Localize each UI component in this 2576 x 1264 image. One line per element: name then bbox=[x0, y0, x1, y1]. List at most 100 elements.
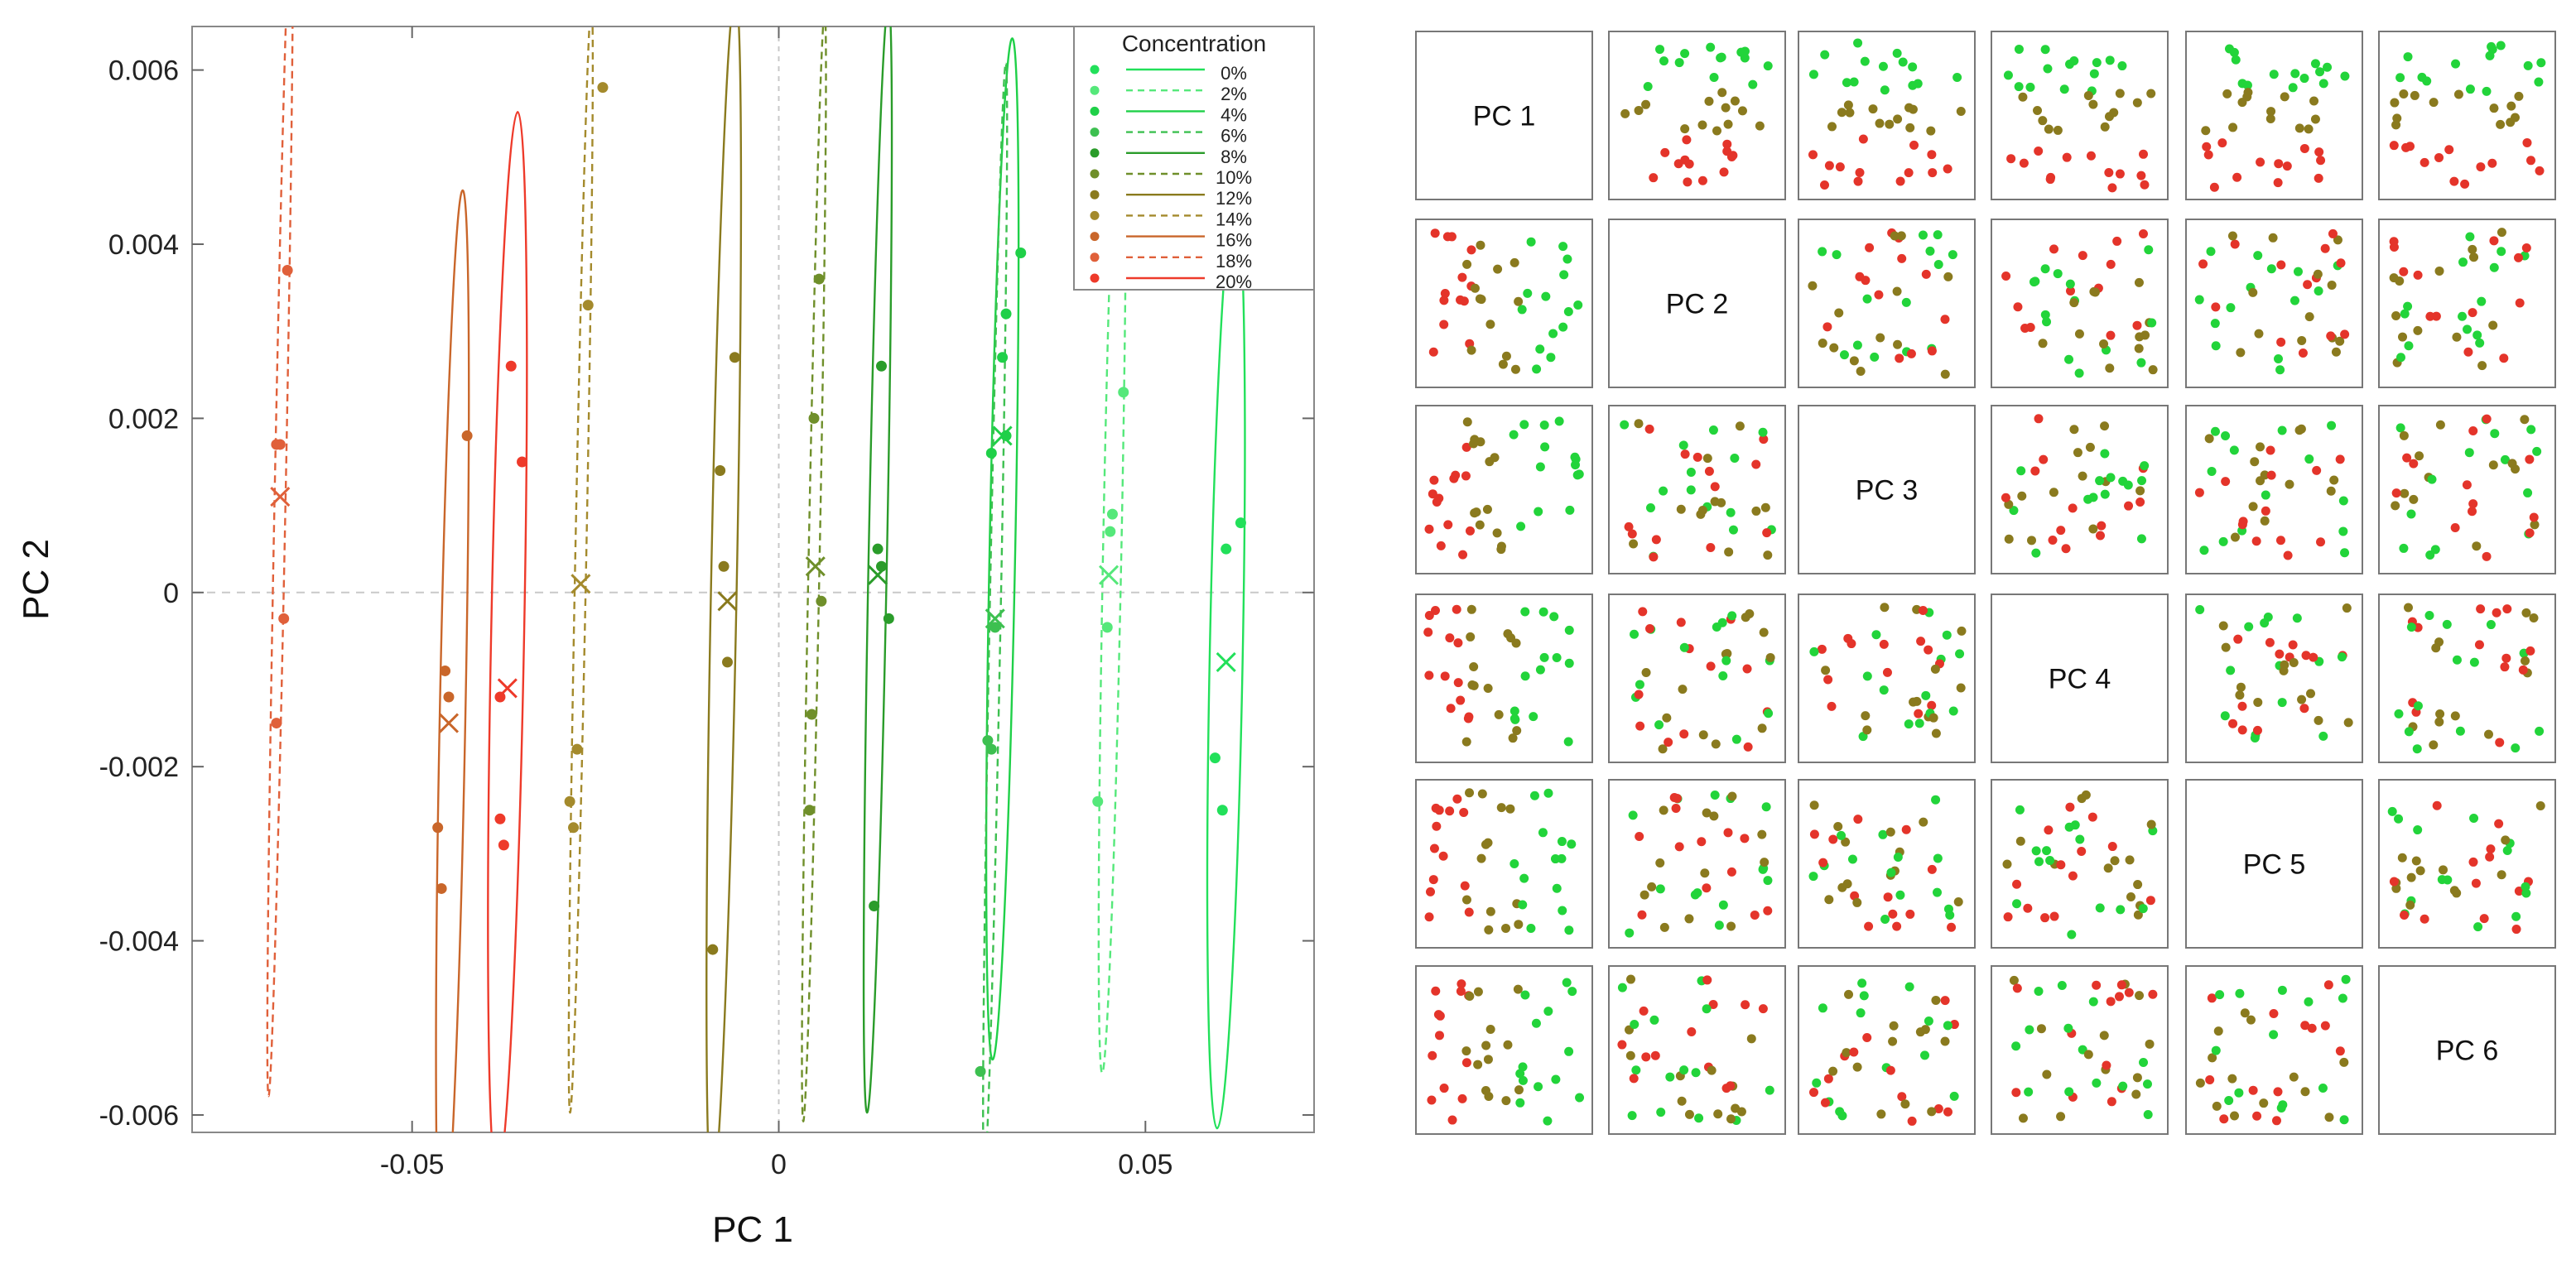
matrix-point bbox=[2328, 228, 2338, 238]
centroid-2pct bbox=[1098, 565, 1119, 585]
matrix-point bbox=[1896, 231, 1906, 241]
matrix-cell-r6-c1 bbox=[1415, 965, 1593, 1135]
matrix-point bbox=[1844, 989, 1854, 999]
matrix-point bbox=[1564, 658, 1574, 668]
matrix-point bbox=[1834, 308, 1844, 318]
matrix-point bbox=[2234, 1088, 2244, 1098]
matrix-point bbox=[1856, 1008, 1866, 1018]
matrix-point bbox=[2195, 604, 2205, 614]
matrix-point bbox=[1895, 176, 1905, 186]
matrix-point bbox=[2030, 466, 2040, 476]
matrix-point bbox=[1686, 467, 1696, 477]
matrix-point bbox=[1704, 96, 1714, 106]
matrix-point bbox=[1660, 147, 1670, 157]
matrix-point bbox=[1526, 237, 1536, 247]
y-tick-label: -0.006 bbox=[99, 1100, 179, 1132]
matrix-point bbox=[1889, 1021, 1899, 1031]
matrix-point bbox=[2410, 90, 2420, 100]
matrix-cell-r4-c6 bbox=[2378, 594, 2556, 763]
matrix-point bbox=[1832, 250, 1842, 260]
matrix-point bbox=[2477, 361, 2487, 371]
matrix-point bbox=[2146, 89, 2156, 99]
matrix-point bbox=[2327, 421, 2337, 430]
matrix-point bbox=[1428, 875, 1438, 885]
point-2pct bbox=[1105, 526, 1116, 537]
matrix-point bbox=[2525, 528, 2535, 538]
matrix-point bbox=[2240, 1008, 2250, 1018]
matrix-point bbox=[2044, 124, 2054, 134]
matrix-point bbox=[1827, 701, 1837, 711]
matrix-point bbox=[2053, 269, 2063, 279]
matrix-point bbox=[2399, 89, 2409, 99]
matrix-point bbox=[1538, 607, 1548, 617]
matrix-point bbox=[1707, 1065, 1717, 1075]
matrix-point bbox=[2034, 986, 2044, 996]
matrix-point bbox=[1943, 1021, 1952, 1031]
point-14pct bbox=[571, 743, 583, 755]
matrix-point bbox=[1758, 1004, 1768, 1014]
matrix-point bbox=[2280, 660, 2290, 670]
matrix-point bbox=[2118, 476, 2128, 486]
legend-items: 0%2%4%6%8%10%12%14%16%18%20% bbox=[1090, 63, 1252, 292]
matrix-point bbox=[1818, 339, 1827, 348]
matrix-point bbox=[2458, 257, 2468, 267]
matrix-point bbox=[2479, 914, 2489, 924]
matrix-point bbox=[1501, 1096, 1511, 1106]
matrix-point bbox=[2326, 486, 2336, 496]
matrix-point bbox=[1765, 1085, 1774, 1095]
matrix-point bbox=[1943, 1107, 1952, 1117]
matrix-point bbox=[1925, 246, 1935, 256]
matrix-cell-r3-c6 bbox=[2378, 405, 2556, 574]
matrix-cell-r1-c5 bbox=[2185, 31, 2363, 200]
matrix-point bbox=[2211, 302, 2221, 312]
matrix-point bbox=[2476, 162, 2486, 172]
point-16pct bbox=[436, 882, 447, 894]
matrix-point bbox=[2342, 603, 2352, 613]
matrix-point bbox=[2106, 473, 2116, 483]
matrix-point bbox=[1726, 1114, 1736, 1124]
diagonal-label-pc5: PC 5 bbox=[2243, 849, 2306, 881]
matrix-point bbox=[1920, 1050, 1930, 1060]
matrix-point bbox=[2329, 475, 2339, 485]
matrix-point bbox=[1476, 240, 1485, 250]
matrix-point bbox=[2314, 286, 2323, 296]
matrix-point bbox=[1751, 506, 1761, 516]
matrix-point bbox=[2486, 844, 2496, 854]
matrix-point bbox=[1558, 322, 1568, 332]
matrix-point bbox=[1513, 984, 1523, 994]
matrix-point bbox=[1452, 604, 1461, 614]
matrix-point bbox=[1481, 1041, 1491, 1050]
matrix-point bbox=[2090, 287, 2100, 297]
matrix-cell-frame bbox=[1608, 219, 1786, 388]
matrix-point bbox=[1901, 297, 1911, 307]
matrix-point bbox=[2335, 1046, 2345, 1056]
matrix-point bbox=[1643, 81, 1653, 91]
matrix-point bbox=[2068, 871, 2078, 881]
matrix-point bbox=[1564, 625, 1574, 635]
matrix-point bbox=[2289, 658, 2299, 668]
matrix-point bbox=[1702, 808, 1712, 818]
matrix-point bbox=[1735, 421, 1745, 431]
point-20pct bbox=[494, 813, 506, 824]
matrix-point bbox=[2477, 296, 2487, 306]
point-6pct bbox=[985, 743, 997, 755]
matrix-point bbox=[2059, 84, 2069, 94]
matrix-point bbox=[2463, 324, 2472, 334]
matrix-point bbox=[2110, 856, 2120, 866]
matrix-point bbox=[1930, 664, 1940, 674]
matrix-point bbox=[2398, 332, 2408, 342]
matrix-point bbox=[2529, 613, 2539, 622]
matrix-point bbox=[2327, 280, 2337, 290]
point-20pct bbox=[498, 839, 509, 851]
matrix-point bbox=[1882, 667, 1892, 677]
centroid-18pct bbox=[270, 487, 291, 507]
matrix-point bbox=[1651, 535, 1661, 545]
matrix-point bbox=[2221, 431, 2231, 441]
point-20pct bbox=[517, 456, 528, 468]
matrix-point bbox=[1659, 486, 1668, 496]
matrix-point bbox=[2434, 152, 2444, 162]
matrix-cell-frame bbox=[1608, 594, 1786, 763]
matrix-cell-frame bbox=[2185, 594, 2363, 763]
matrix-point bbox=[2316, 537, 2326, 547]
matrix-point bbox=[2219, 1114, 2229, 1124]
